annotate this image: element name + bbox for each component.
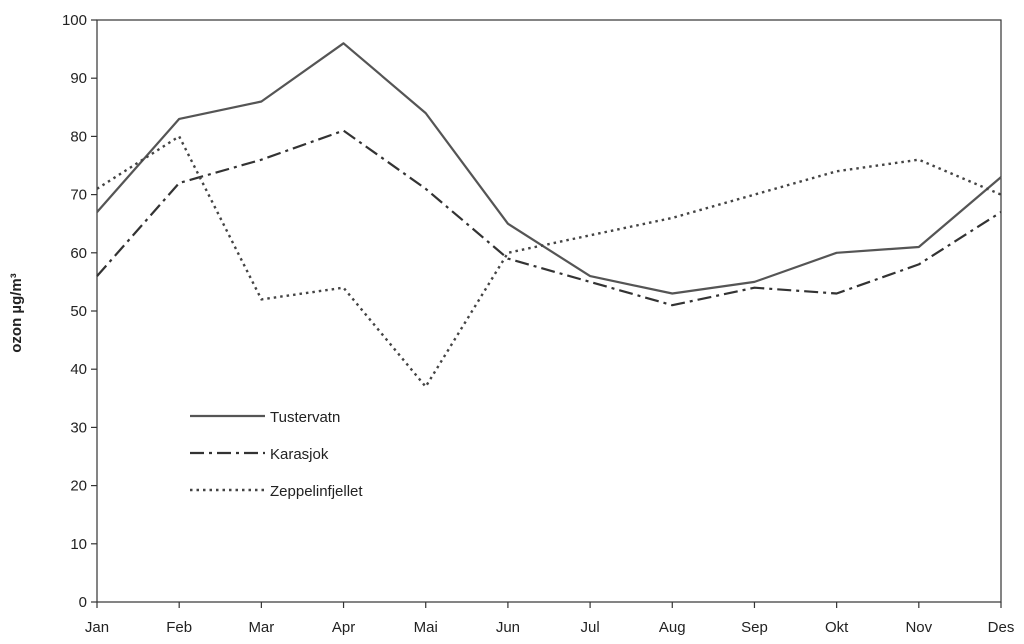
y-tick-label: 90 <box>70 70 87 87</box>
series-line-tustervatn <box>96 42 1002 295</box>
y-tick-label: 10 <box>70 536 87 553</box>
x-tick-label: Nov <box>905 619 932 636</box>
x-tick-label: Apr <box>332 619 355 636</box>
x-tick-label: Okt <box>825 619 849 636</box>
series-line-karasjok <box>96 129 1002 307</box>
y-tick-label: 50 <box>70 303 87 320</box>
legend: Tustervatn Karasjok Zeppelinfjellet <box>190 409 363 500</box>
x-tick-label: Jan <box>85 619 109 636</box>
x-tick-label: Des <box>988 619 1015 636</box>
y-tick-label: 70 <box>70 187 87 204</box>
y-tick-label: 30 <box>70 419 87 436</box>
legend-label: Zeppelinfjellet <box>270 483 363 500</box>
legend-label: Karasjok <box>270 446 329 463</box>
y-tick-label: 20 <box>70 478 87 495</box>
y-axis-title: ozon µg/m³ <box>8 273 25 352</box>
x-tick-label: Mar <box>248 619 274 636</box>
x-tick-label: Jun <box>496 619 520 636</box>
y-tick-label: 40 <box>70 361 87 378</box>
y-tick-label: 80 <box>70 128 87 145</box>
y-tick-label: 100 <box>62 12 87 29</box>
x-tick-label: Feb <box>166 619 192 636</box>
x-tick-label: Mai <box>414 619 438 636</box>
series-line-zeppelinfjellet <box>96 135 1002 388</box>
x-tick-label: Sep <box>741 619 768 636</box>
y-tick-label: 60 <box>70 245 87 262</box>
x-tick-label: Aug <box>659 619 686 636</box>
legend-label: Tustervatn <box>270 409 340 426</box>
y-tick-label: 0 <box>79 594 87 611</box>
x-tick-label: Jul <box>580 619 599 636</box>
